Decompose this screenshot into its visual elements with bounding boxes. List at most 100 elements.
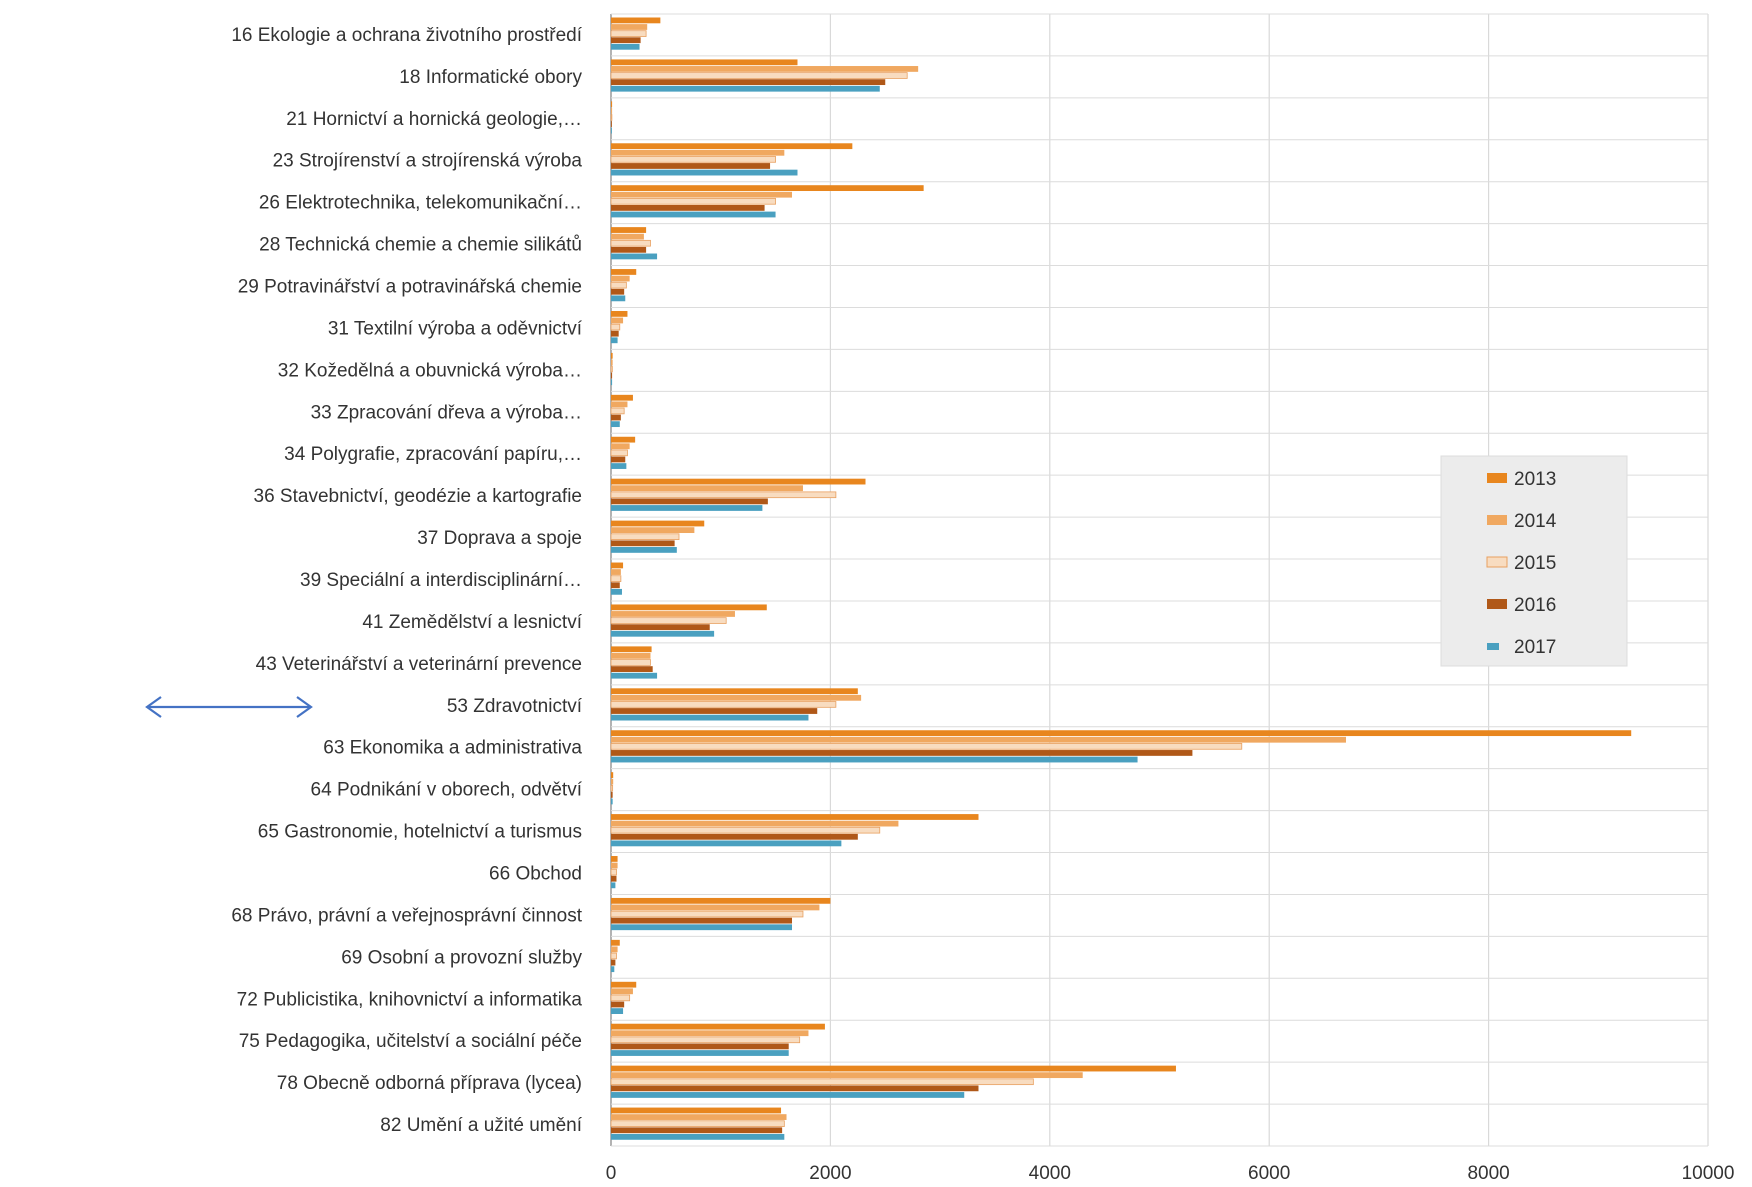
category-label: 65 Gastronomie, hotelnictví a turismus [258, 822, 582, 843]
bar-2014-21 [611, 904, 820, 911]
category-labels: 16 Ekologie a ochrana životního prostřed… [231, 25, 582, 1136]
bar-2014-15 [611, 652, 651, 659]
bar-2017-9 [611, 421, 620, 428]
arrow-head-left [145, 696, 162, 718]
legend-swatch-2017 [1487, 643, 1499, 650]
bar-2016-25 [611, 1085, 979, 1092]
bar-2016-21 [611, 917, 793, 924]
bar-2014-2 [611, 107, 613, 114]
bar-2014-19 [611, 820, 899, 827]
category-label: 53 Zdravotnictví [447, 696, 583, 717]
category-label: 39 Speciální a interdisciplinární… [300, 570, 582, 591]
category-label: 82 Umění a užité umění [380, 1115, 582, 1136]
bar-2016-11 [611, 498, 768, 505]
bar-2014-14 [611, 611, 735, 617]
bar-2015-23 [610, 994, 631, 1002]
bar-2014-11 [611, 485, 803, 492]
bar-2014-22 [611, 946, 618, 953]
bar-2014-23 [611, 988, 633, 995]
bar-2016-18 [611, 791, 613, 798]
bar-2017-13 [611, 588, 622, 595]
bar-2015-6 [610, 281, 627, 289]
bar-2014-0 [611, 24, 648, 30]
bar-2016-8 [611, 372, 613, 379]
bar-2013-9 [611, 394, 633, 401]
bar-2017-22 [611, 966, 615, 973]
bar-2015-14 [610, 617, 727, 624]
legend-label-2014: 2014 [1514, 511, 1557, 532]
category-label: 68 Právo, právní a veřejnosprávní činnos… [231, 905, 582, 926]
bar-2016-0 [611, 37, 641, 44]
category-label: 37 Doprava a spoje [417, 528, 582, 549]
bar-2016-1 [611, 79, 886, 86]
bar-2015-0 [610, 30, 647, 37]
bar-2013-17 [611, 730, 1632, 737]
bar-2013-8 [611, 352, 613, 359]
bar-2015-4 [610, 198, 776, 205]
bar-2017-25 [611, 1092, 965, 1098]
bar-2016-26 [611, 1127, 783, 1134]
bar-2016-4 [611, 205, 765, 211]
bar-2016-22 [611, 959, 616, 966]
bar-2017-18 [611, 798, 613, 805]
bar-2013-24 [611, 1023, 825, 1030]
bar-2017-16 [611, 714, 809, 721]
category-label: 41 Zemědělství a lesnictví [362, 612, 582, 633]
bar-2013-0 [611, 17, 661, 24]
bar-2014-10 [611, 443, 630, 450]
bar-2017-23 [611, 1008, 624, 1014]
x-tick-label: 2000 [809, 1163, 851, 1184]
bar-2014-17 [611, 736, 1346, 743]
category-label: 31 Textilní výroba a oděvnictví [328, 318, 583, 339]
bar-2015-26 [610, 1120, 785, 1127]
bar-2017-14 [611, 630, 715, 637]
bar-2016-19 [611, 833, 858, 840]
category-label: 21 Hornictví a hornická geologie,… [286, 109, 582, 130]
bar-2015-18 [610, 784, 614, 792]
bar-2013-23 [611, 981, 637, 988]
bar-2016-12 [611, 540, 675, 547]
bar-2016-24 [611, 1043, 789, 1050]
bar-2015-24 [610, 1036, 801, 1044]
arrow-head-right [296, 696, 313, 718]
bar-2015-9 [610, 407, 625, 415]
bar-2014-1 [611, 66, 919, 72]
bar-2015-3 [610, 156, 776, 163]
category-label: 36 Stavebnictví, geodézie a kartografie [254, 486, 582, 507]
bar-2017-6 [611, 295, 626, 302]
legend-swatch-2016 [1487, 599, 1507, 609]
bar-2013-20 [611, 856, 618, 862]
category-label: 26 Elektrotechnika, telekomunikační… [259, 193, 582, 214]
legend-swatch-2013 [1487, 473, 1507, 483]
bar-2013-15 [611, 646, 652, 653]
x-tick-label: 6000 [1248, 1163, 1290, 1184]
bar-2015-22 [610, 952, 617, 960]
bar-2016-3 [611, 163, 771, 169]
bar-2013-19 [611, 814, 979, 820]
bar-2014-8 [611, 359, 613, 366]
bar-2015-17 [610, 743, 1243, 750]
bar-2013-2 [611, 101, 613, 108]
bar-2015-19 [610, 826, 881, 834]
bar-2017-8 [611, 379, 613, 386]
bar-2015-10 [610, 449, 628, 457]
bar-2015-12 [610, 533, 680, 541]
bar-2017-4 [611, 211, 776, 218]
bar-2015-20 [610, 868, 617, 876]
bar-2013-13 [611, 562, 624, 569]
bar-2014-16 [611, 694, 862, 701]
bar-2013-7 [611, 310, 628, 317]
category-label: 23 Strojírenství a strojírenská výroba [273, 151, 583, 172]
bar-2013-26 [611, 1107, 782, 1114]
double-arrow-annotation [145, 696, 313, 718]
category-label: 18 Informatické obory [399, 67, 582, 88]
bar-2015-7 [610, 323, 621, 331]
bar-2014-25 [611, 1072, 1083, 1079]
legend-label-2013: 2013 [1514, 469, 1556, 490]
bar-2015-25 [610, 1078, 1034, 1086]
bar-2013-22 [611, 939, 620, 946]
category-label: 75 Pedagogika, učitelství a sociální péč… [239, 1031, 582, 1052]
bar-2016-23 [611, 1001, 625, 1008]
bar-2017-3 [611, 169, 798, 176]
category-label: 34 Polygrafie, zpracování papíru,… [284, 444, 582, 465]
